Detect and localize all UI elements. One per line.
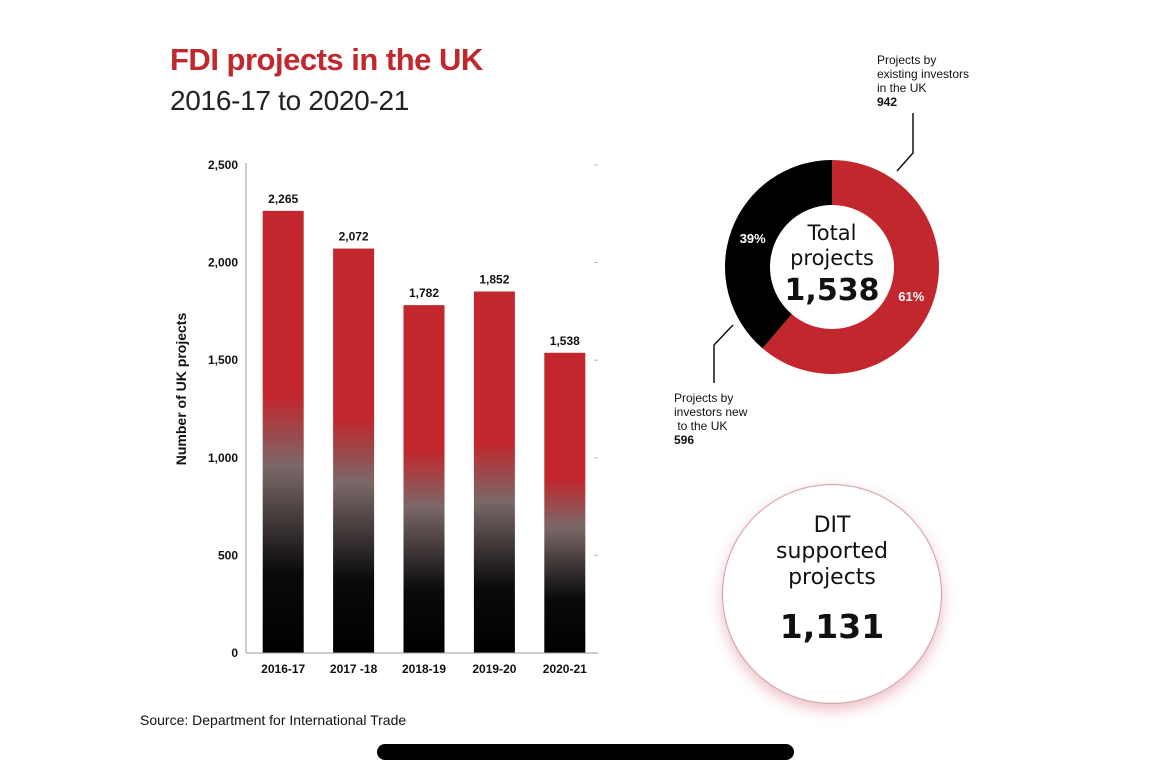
bar-2020-21 xyxy=(544,352,586,653)
callout-new-line-2: investors new xyxy=(674,405,748,419)
x-tick-label: 2016-17 xyxy=(261,662,305,676)
callout-new-leader xyxy=(713,324,734,383)
chart-title: FDI projects in the UK xyxy=(170,42,483,77)
dit-supported-circle: DIT supported projects 1,131 xyxy=(722,484,942,704)
y-tick-label-2: 1,000 xyxy=(208,451,238,465)
dit-label-line-3: projects xyxy=(788,565,876,590)
callout-existing-line-1: Projects by xyxy=(877,53,937,67)
bar-2018-19 xyxy=(403,305,445,653)
donut-percent-label-1: 39% xyxy=(740,231,766,246)
callout-existing-line-2: existing investors xyxy=(877,67,970,81)
donut-slice-0 xyxy=(762,160,939,374)
donut-slice-1 xyxy=(724,160,832,349)
y-tick-label-5: 2,500 xyxy=(208,158,238,172)
donut-center-value: 1,538 xyxy=(784,273,880,308)
y-tick-label-4: 2,000 xyxy=(208,256,238,270)
dit-label-line-1: DIT xyxy=(813,513,851,538)
home-indicator-bar xyxy=(377,744,794,760)
callout-new-line-3: to the UK xyxy=(674,419,728,433)
y-tick-label-0: 0 xyxy=(231,646,238,660)
dit-label: DIT supported projects xyxy=(723,513,941,591)
callout-new-line-1: Projects by xyxy=(674,391,734,405)
bar-2019-20 xyxy=(473,291,515,653)
bar-value-label: 1,538 xyxy=(550,334,580,348)
bar-value-label: 1,782 xyxy=(409,286,439,300)
x-tick-label: 2017 -18 xyxy=(330,662,378,676)
bar-value-label: 2,265 xyxy=(268,192,298,206)
x-tick-label: 2020-21 xyxy=(543,662,587,676)
y-axis-title: Number of UK projects xyxy=(173,313,189,466)
bar-value-label: 1,852 xyxy=(479,272,509,286)
bar-2016-17 xyxy=(262,210,304,653)
chart-subtitle: 2016-17 to 2020-21 xyxy=(170,85,410,116)
callout-new-value: 596 xyxy=(674,433,695,447)
dit-value: 1,131 xyxy=(779,607,885,646)
dit-label-line-2: supported xyxy=(776,539,888,564)
x-tick-label: 2018-19 xyxy=(402,662,446,676)
donut-center-label: Total projects xyxy=(790,221,874,270)
callout-existing-leader xyxy=(896,113,914,172)
callout-new-investors: Projects by investors new to the UK 596 xyxy=(674,391,747,447)
source-note: Source: Department for International Tra… xyxy=(140,712,407,728)
callout-existing-line-3: in the UK xyxy=(877,81,927,95)
bar-value-label: 2,072 xyxy=(339,230,369,244)
donut-percent-label-0: 61% xyxy=(898,289,924,304)
callout-existing-value: 942 xyxy=(877,95,898,109)
x-tick-label: 2019-20 xyxy=(472,662,516,676)
y-tick-label-3: 1,500 xyxy=(208,353,238,367)
bar-2017 -18 xyxy=(333,248,375,653)
callout-existing-investors: Projects by existing investors in the UK… xyxy=(877,53,969,109)
y-tick-label-1: 500 xyxy=(218,548,238,562)
